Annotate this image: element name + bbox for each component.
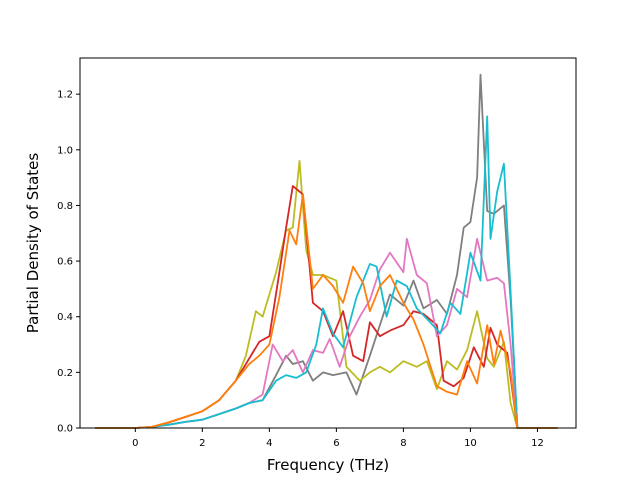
plot-frame: [79, 57, 577, 429]
x-tick-label: 0: [132, 438, 138, 449]
y-tick-label: 0.8: [57, 201, 73, 212]
y-tick-label: 1.2: [57, 90, 73, 101]
x-tick-label: 4: [266, 438, 272, 449]
series-layer: [95, 73, 558, 429]
x-tick-label: 10: [464, 438, 477, 449]
x-tick-label: 2: [199, 438, 205, 449]
y-tick-label: 0.0: [57, 424, 73, 435]
x-tick-label: 8: [400, 438, 406, 449]
y-tick-label: 0.2: [57, 368, 73, 379]
y-tick-label: 1.0: [57, 145, 73, 156]
x-axis-label: Frequency (THz): [267, 456, 389, 474]
x-axis-ticks: 0 2 4 6 8 10 12: [132, 428, 544, 449]
y-tick-label: 0.4: [57, 312, 73, 323]
x-tick-label: 12: [531, 438, 544, 449]
y-axis-ticks: 0.0 0.2 0.4 0.6 0.8 1.0 1.2: [57, 90, 80, 435]
series-line-5: [95, 115, 558, 429]
y-axis-label: Partial Density of States: [24, 153, 42, 334]
y-tick-label: 0.6: [57, 257, 73, 268]
x-tick-label: 6: [333, 438, 339, 449]
series-line-6: [95, 193, 558, 429]
